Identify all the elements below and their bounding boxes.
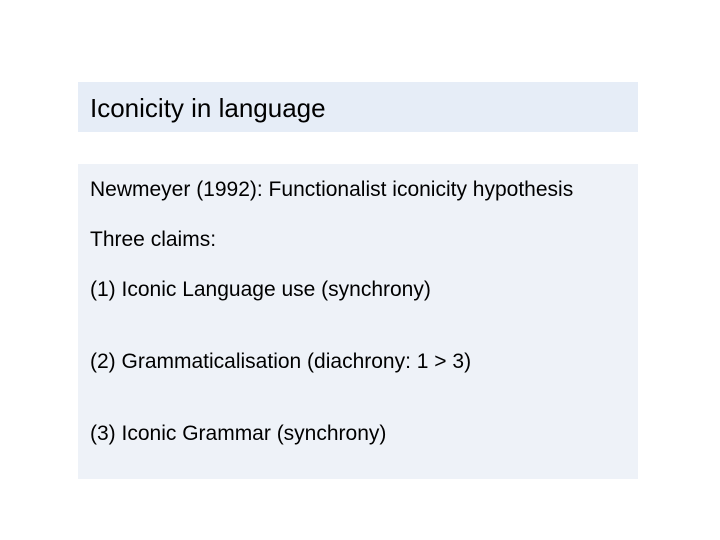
body-line: (2) Grammaticalisation (diachrony: 1 > 3… xyxy=(90,348,626,375)
slide-title: Iconicity in language xyxy=(90,92,626,125)
body-line: (3) Iconic Grammar (synchrony) xyxy=(90,420,626,447)
slide: Iconicity in language Newmeyer (1992): F… xyxy=(0,0,720,540)
slide-body-box: Newmeyer (1992): Functionalist iconicity… xyxy=(78,164,638,479)
body-line: Three claims: xyxy=(90,226,626,253)
slide-title-box: Iconicity in language xyxy=(78,82,638,132)
body-line: (1) Iconic Language use (synchrony) xyxy=(90,276,626,303)
body-line: Newmeyer (1992): Functionalist iconicity… xyxy=(90,176,626,203)
